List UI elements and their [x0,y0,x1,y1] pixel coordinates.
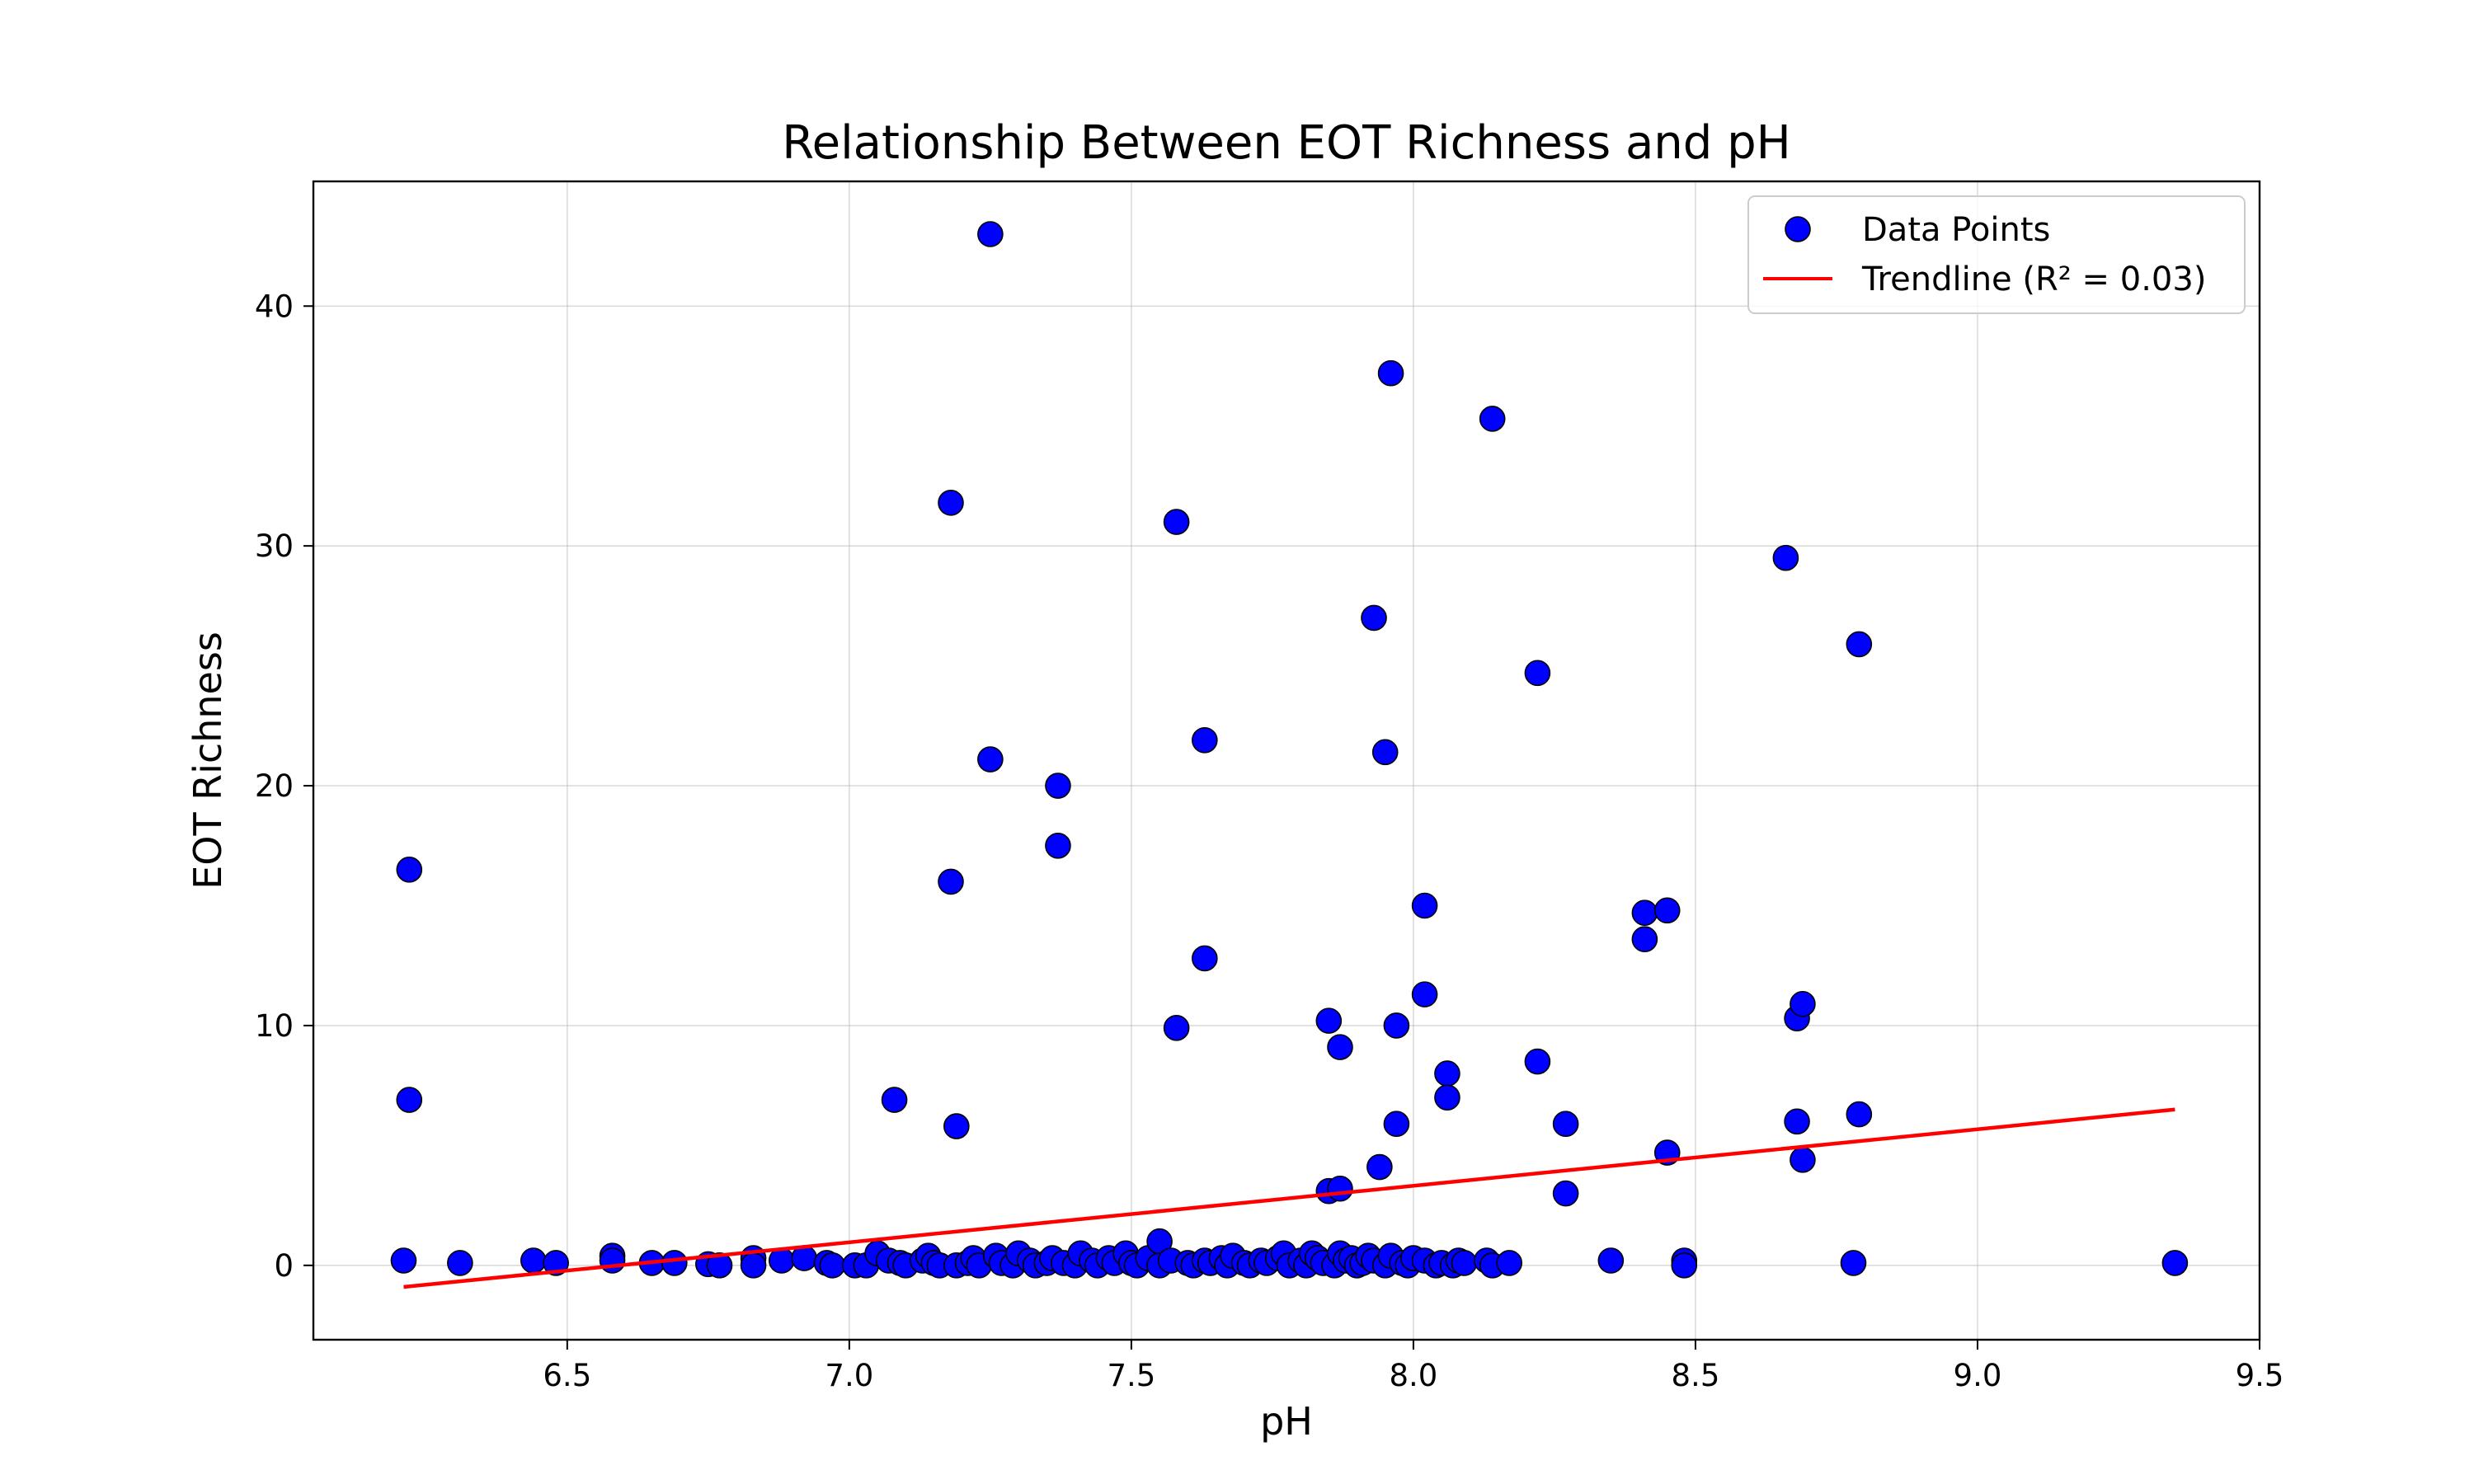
axis-ticks: 6.5 7.0 7.5 8.0 8.5 9.0 9.5 0 10 20 30 40 [255,289,2284,1393]
data-point [1790,1147,1816,1173]
data-point [881,1087,908,1113]
y-tick-label: 40 [255,289,294,324]
data-point [740,1252,767,1279]
data-point [1045,773,1071,799]
data-point [396,1087,423,1113]
data-point [599,1247,626,1274]
legend-label-data-points: Data Points [1862,211,2050,249]
data-point [1383,1012,1410,1039]
data-point [977,746,1004,773]
data-point [1327,1034,1353,1060]
data-point [768,1247,795,1274]
y-tick-label: 30 [255,528,294,564]
data-point [1631,926,1658,953]
data-point [1366,1153,1393,1181]
data-point [1163,509,1190,535]
data-point [1597,1247,1625,1274]
data-point [938,868,964,895]
data-point [1434,1084,1460,1111]
chart-title: Relationship Between EOT Richness and pH [782,116,1791,170]
legend-marker-data-points [1785,216,1811,242]
y-tick-label: 10 [255,1008,294,1044]
data-point [1045,832,1071,859]
data-point [1434,1060,1460,1087]
data-point [1163,1015,1190,1041]
data-point [390,1247,417,1274]
trendline [403,1107,2175,1289]
data-point [1846,631,1873,658]
data-point [1496,1250,1523,1276]
data-point [1315,1007,1343,1034]
data-point [1772,544,1799,571]
data-point [1411,981,1438,1007]
data-point [1524,1048,1551,1075]
data-point [1411,892,1438,919]
data-point [1671,1252,1698,1279]
x-axis-label: pH [1260,1399,1313,1444]
data-point [1371,739,1399,766]
data-point [1840,1250,1867,1276]
data-point [1790,990,1816,1017]
data-point [543,1250,569,1276]
scatter-points [390,221,2189,1279]
legend-label-trendline: Trendline (R² = 0.03) [1861,261,2206,298]
data-point [447,1250,473,1276]
data-point [1192,726,1218,754]
data-point [2161,1250,2189,1276]
data-point [1383,1111,1410,1137]
x-tick-label: 8.5 [1672,1358,1720,1393]
data-point [1451,1250,1478,1276]
data-point [1479,406,1506,432]
data-point [1377,359,1404,387]
data-point [1552,1111,1579,1137]
y-tick-label: 0 [274,1248,294,1284]
x-tick-label: 9.0 [1954,1358,2002,1393]
y-axis-label: EOT Richness [186,632,230,890]
x-tick-label: 8.0 [1389,1358,1437,1393]
data-point [938,489,964,516]
data-point [1327,1175,1353,1202]
data-point [1552,1180,1579,1207]
data-point [1524,660,1551,687]
data-point [520,1247,547,1274]
y-tick-label: 20 [255,768,294,804]
plot-area-frame [312,180,2261,1341]
trendline-layer [403,1107,2175,1289]
data-point [1631,899,1658,927]
data-point [819,1252,846,1279]
data-point [943,1113,970,1139]
data-point [706,1252,733,1279]
data-point [1361,604,1387,632]
x-tick-label: 7.5 [1107,1358,1155,1393]
x-tick-label: 9.5 [2236,1358,2284,1393]
data-point [1192,945,1218,972]
grid [313,181,2260,1340]
data-point [661,1250,688,1276]
data-point [1784,1108,1810,1135]
data-point [396,857,423,883]
x-tick-label: 7.0 [825,1358,873,1393]
data-point [977,221,1004,247]
data-point [1846,1101,1873,1128]
x-tick-label: 6.5 [543,1358,591,1393]
legend-box [1747,195,2246,314]
data-point [1653,897,1681,924]
legend: Data Points Trendline (R² = 0.03) [1747,195,2246,314]
